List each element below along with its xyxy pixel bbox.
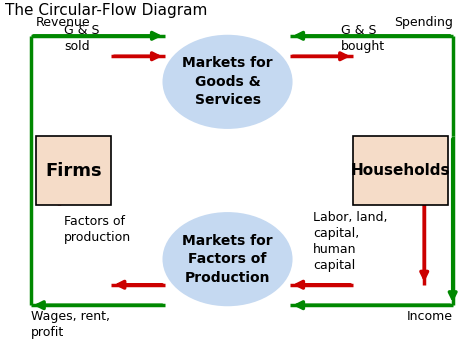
Circle shape [164, 213, 292, 305]
Text: Revenue: Revenue [36, 16, 90, 29]
Text: Labor, land,
capital,
human
capital: Labor, land, capital, human capital [313, 211, 387, 272]
Text: Wages, rent,
profit: Wages, rent, profit [31, 310, 110, 339]
Text: Markets for
Goods &
Services: Markets for Goods & Services [182, 57, 273, 107]
Text: Income: Income [407, 310, 453, 323]
Text: Spending: Spending [394, 16, 453, 29]
Text: Markets for
Factors of
Production: Markets for Factors of Production [182, 234, 273, 284]
Circle shape [164, 36, 292, 128]
Text: Factors of
production: Factors of production [64, 215, 131, 244]
FancyBboxPatch shape [36, 136, 111, 205]
Text: Households: Households [351, 163, 450, 178]
Text: Firms: Firms [45, 162, 102, 179]
Text: G & S
sold: G & S sold [64, 24, 100, 53]
FancyBboxPatch shape [353, 136, 448, 205]
Text: G & S
bought: G & S bought [341, 24, 385, 53]
Text: The Circular-Flow Diagram: The Circular-Flow Diagram [5, 3, 207, 18]
